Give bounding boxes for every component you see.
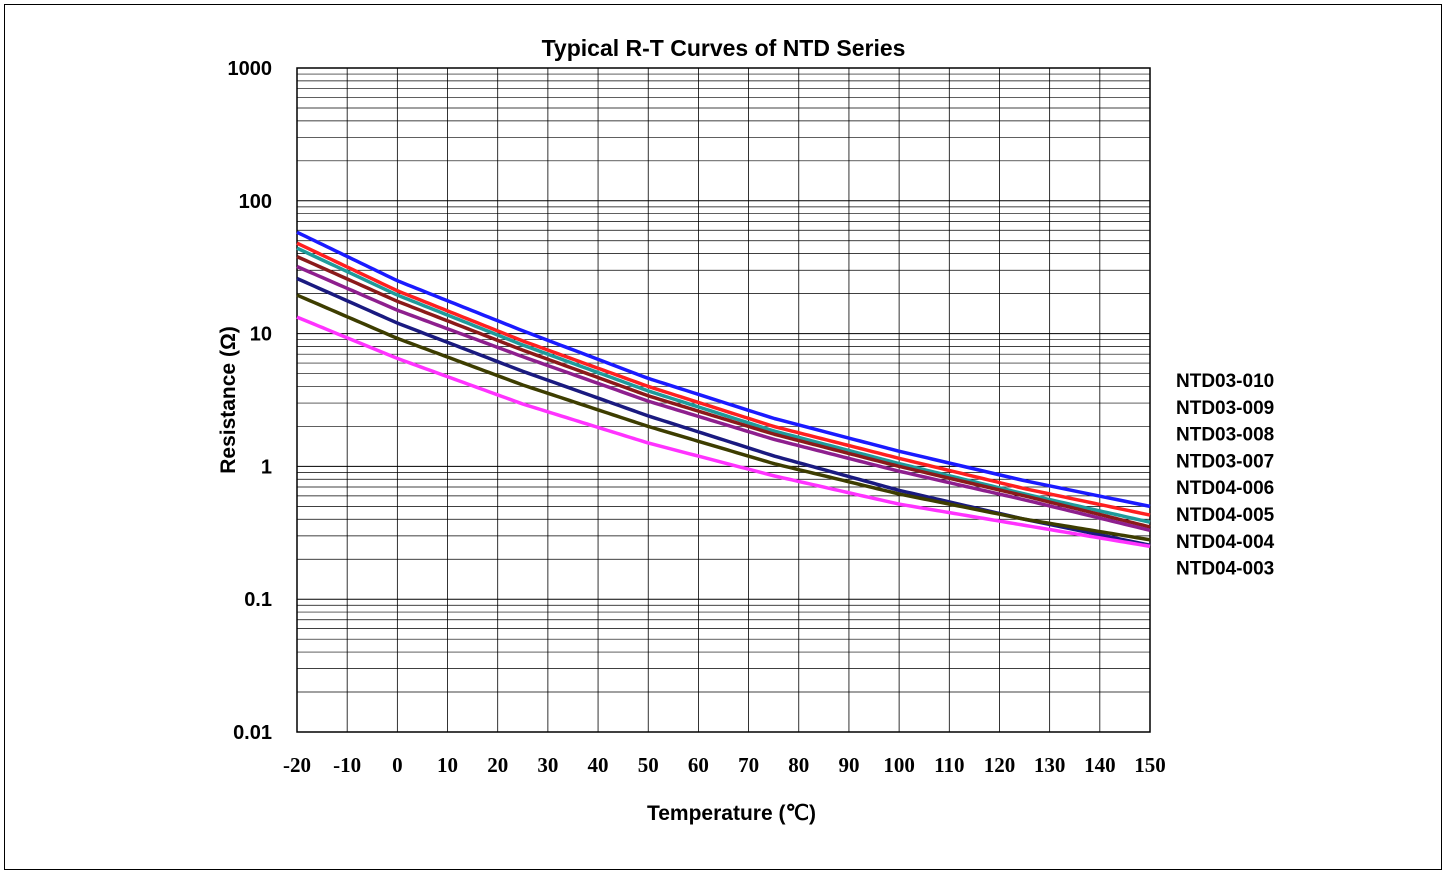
y-tick-label: 0.01 xyxy=(233,722,272,744)
legend-entry: NTD03-008 xyxy=(1176,425,1274,446)
series-line-ntd03-010 xyxy=(296,230,1151,509)
legend: NTD03-010 NTD03-009 NTD03-008 NTD03-007 NTD0… xyxy=(1176,371,1275,580)
x-tick-label: -10 xyxy=(333,753,361,777)
x-tick-label: 130 xyxy=(1034,753,1066,777)
x-axis-label: Temperature (℃) xyxy=(647,802,816,825)
x-tick-label: 100 xyxy=(883,753,915,777)
series-line-ntd04-003 xyxy=(296,315,1151,549)
y-tick-labels: 1000 100 10 1 0.1 0.01 xyxy=(228,58,273,744)
series-line-ntd03-009 xyxy=(296,241,1151,517)
x-tick-label: 70 xyxy=(738,753,759,777)
x-tick-label: 0 xyxy=(392,753,403,777)
x-tick-label: 120 xyxy=(984,753,1016,777)
plot-area xyxy=(296,67,1151,733)
y-tick-label: 10 xyxy=(250,324,272,346)
legend-entry: NTD04-003 xyxy=(1176,559,1274,580)
x-tick-label: 150 xyxy=(1134,753,1166,777)
x-tick-labels: -20 -10 0 10 20 30 40 50 60 70 80 90 100 110 120 130 140… xyxy=(283,753,1166,777)
y-tick-label: 0.1 xyxy=(244,589,272,611)
chart-title: Typical R-T Curves of NTD Series xyxy=(542,35,906,61)
x-tick-label: 10 xyxy=(437,753,458,777)
series-line-ntd03-008 xyxy=(296,246,1151,524)
series-line-ntd03-007 xyxy=(296,255,1151,529)
y-tick-label: 1 xyxy=(261,456,272,478)
x-tick-label: 50 xyxy=(638,753,659,777)
y-tick-label: 1000 xyxy=(228,58,273,80)
x-tick-label: -20 xyxy=(283,753,311,777)
x-tick-label: 80 xyxy=(788,753,809,777)
x-tick-label: 90 xyxy=(838,753,859,777)
chart-frame xyxy=(4,4,1442,870)
x-tick-label: 140 xyxy=(1084,753,1116,777)
legend-entry: NTD03-009 xyxy=(1176,398,1274,419)
x-tick-label: 40 xyxy=(588,753,609,777)
x-tick-label: 60 xyxy=(688,753,709,777)
series-line-ntd04-004 xyxy=(296,293,1151,542)
curves xyxy=(296,230,1151,549)
legend-entry: NTD03-010 xyxy=(1176,371,1274,392)
series-line-ntd04-006 xyxy=(296,264,1151,533)
x-tick-label: 110 xyxy=(934,753,964,777)
x-tick-label: 20 xyxy=(487,753,508,777)
legend-entry: NTD04-005 xyxy=(1176,505,1275,526)
x-tick-label: 30 xyxy=(537,753,558,777)
y-axis-label: Resistance (Ω) xyxy=(217,326,240,474)
legend-entry: NTD03-007 xyxy=(1176,451,1274,472)
grid-lines xyxy=(296,68,1151,733)
legend-entry: NTD04-006 xyxy=(1176,478,1274,499)
legend-entry: NTD04-004 xyxy=(1176,532,1275,553)
y-tick-label: 100 xyxy=(239,191,272,213)
